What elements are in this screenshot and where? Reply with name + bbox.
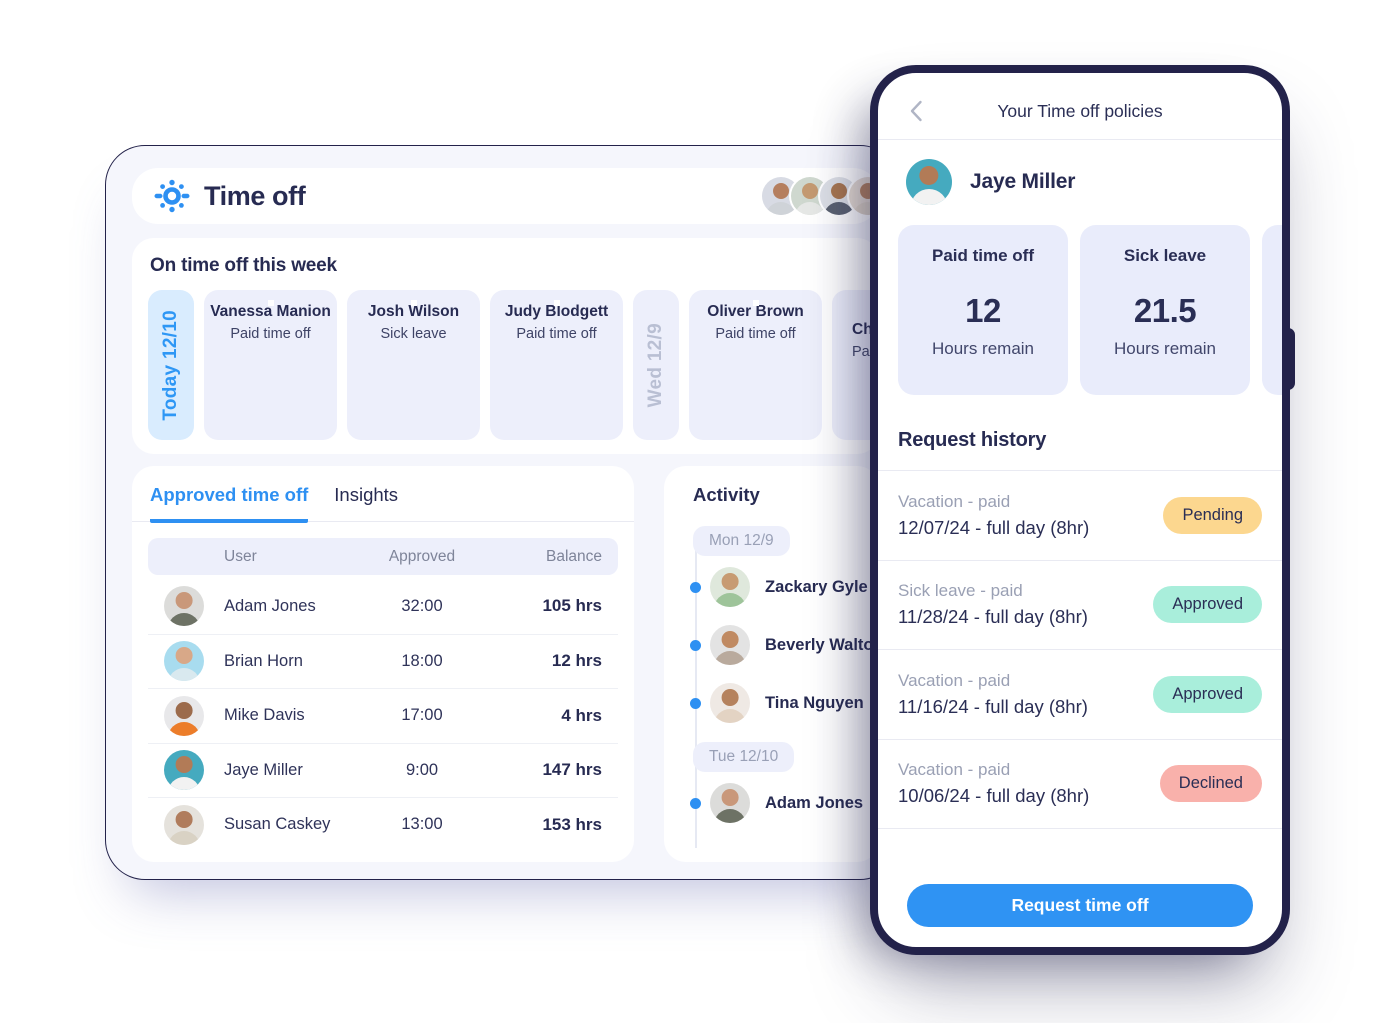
activity-item: Beverly Walto <box>664 618 879 672</box>
divider <box>878 139 1282 140</box>
timeoff-type: Paid time off <box>516 326 597 342</box>
timeoff-card-josh: Josh Wilson Sick leave <box>347 290 480 440</box>
request-history-title: Request history <box>898 429 1047 451</box>
lower-row: Approved time off Insights User Approved… <box>132 466 879 862</box>
day-pill-wed: Wed 12/9 <box>633 290 679 440</box>
tab-bar: Approved time off Insights <box>132 484 634 523</box>
avatar <box>710 783 750 823</box>
phone-side-button <box>1282 328 1295 390</box>
table-row[interactable]: Jaye Miller 9:00 147 hrs <box>148 742 618 798</box>
table-row[interactable]: Susan Caskey 13:00 153 hrs <box>148 797 618 852</box>
tab-approved-time-off[interactable]: Approved time off <box>150 484 309 523</box>
avatar <box>164 750 204 791</box>
status-badge: Declined <box>1159 765 1262 803</box>
col-balance: Balance <box>545 547 602 565</box>
timeoff-card-judy: Judy Blodgett Paid time off <box>490 290 623 440</box>
person-name: Judy Blodgett <box>504 303 609 320</box>
request-history-item[interactable]: Vacation - paid 10/06/24 - full day (8hr… <box>878 738 1282 829</box>
col-user: User <box>224 547 257 565</box>
week-title: On time off this week <box>150 255 337 276</box>
policy-cards: Paid time off 12 Hours remain Sick leave… <box>898 225 1282 395</box>
timeline-dot <box>690 581 701 593</box>
timeoff-type: Paid time off <box>715 326 796 342</box>
table-header: User Approved Balance <box>148 538 618 575</box>
timeline-dot <box>690 697 701 709</box>
activity-item: Adam Jones <box>664 776 879 830</box>
chevron-left-icon <box>910 100 922 122</box>
avatar <box>164 641 204 682</box>
col-approved: Approved <box>388 547 456 565</box>
table-row[interactable]: Mike Davis 17:00 4 hrs <box>148 688 618 743</box>
header-avatar-group[interactable] <box>762 177 887 215</box>
week-row: Today 12/10 Vanessa Manion Paid time off… <box>148 290 879 440</box>
person-name: Vanessa Manion <box>210 303 331 320</box>
status-badge: Pending <box>1163 496 1262 534</box>
activity-title: Activity <box>693 484 760 505</box>
phone-screen: Your Time off policies Jaye Miller Paid … <box>878 73 1282 947</box>
window-header: Time off <box>132 168 887 224</box>
activity-item: Tina Nguyen <box>664 676 879 730</box>
hours-value: 21.5 <box>1133 292 1197 329</box>
status-badge: Approved <box>1153 586 1262 624</box>
phone-title: Your Time off policies <box>997 101 1163 121</box>
phone-header: Your Time off policies <box>898 73 1262 122</box>
timeline-line <box>695 536 697 848</box>
request-history-item[interactable]: Vacation - paid 12/07/24 - full day (8hr… <box>878 470 1282 560</box>
sun-icon <box>154 178 190 214</box>
table-row[interactable]: Adam Jones 32:00 105 hrs <box>148 579 618 634</box>
activity-panel: Activity Mon 12/9 Zackary Gyle Beverly W… <box>664 466 879 862</box>
timeoff-card-vanessa: Vanessa Manion Paid time off <box>204 290 337 440</box>
policy-card-sick-leave: Sick leave 21.5 Hours remain <box>1080 225 1250 395</box>
request-history-item[interactable]: Vacation - paid 11/16/24 - full day (8hr… <box>878 649 1282 739</box>
week-panel: On time off this week Today 12/10 Vaness… <box>132 238 879 454</box>
timeline-dot <box>690 797 701 809</box>
person-name: Josh Wilson <box>367 303 460 320</box>
timeoff-type: Sick leave <box>380 326 447 342</box>
avatar <box>710 625 750 665</box>
policy-card-partial <box>1262 225 1282 395</box>
table-row[interactable]: Brian Horn 18:00 12 hrs <box>148 633 618 689</box>
back-button[interactable] <box>902 97 930 125</box>
profile-name: Jaye Miller <box>970 170 1076 193</box>
avatar <box>164 804 204 845</box>
avatar <box>164 586 204 627</box>
profile-row: Jaye Miller <box>898 140 1262 225</box>
timeoff-card-oliver: Oliver Brown Paid time off <box>689 290 822 440</box>
policy-card-paid-time-off: Paid time off 12 Hours remain <box>898 225 1068 395</box>
avatar <box>710 683 750 723</box>
page-title: Time off <box>204 180 306 211</box>
divider <box>878 828 1282 829</box>
cta-area: Request time off <box>898 884 1262 947</box>
request-history-item[interactable]: Sick leave - paid 11/28/24 - full day (8… <box>878 559 1282 650</box>
avatar <box>164 695 204 736</box>
person-name: Oliver Brown <box>707 303 804 320</box>
tab-insights[interactable]: Insights <box>334 484 399 505</box>
timeoff-window: Time off On time off this week Today 12/… <box>105 145 900 880</box>
timeoff-type: Paid time off <box>230 326 311 342</box>
day-pill-today: Today 12/10 <box>148 290 194 440</box>
avatar <box>710 567 750 607</box>
approved-panel: Approved time off Insights User Approved… <box>132 466 634 862</box>
date-chip: Tue 12/10 <box>693 742 795 772</box>
timeoff-type: Pai <box>852 344 873 360</box>
activity-item: Zackary Gyle <box>664 560 879 614</box>
avatar <box>906 159 952 205</box>
status-badge: Approved <box>1153 675 1262 713</box>
phone-mockup: Your Time off policies Jaye Miller Paid … <box>870 65 1295 955</box>
timeline-dot <box>690 639 701 651</box>
date-chip: Mon 12/9 <box>693 526 790 556</box>
request-time-off-button[interactable]: Request time off <box>907 884 1253 927</box>
hours-value: 12 <box>965 292 1001 329</box>
